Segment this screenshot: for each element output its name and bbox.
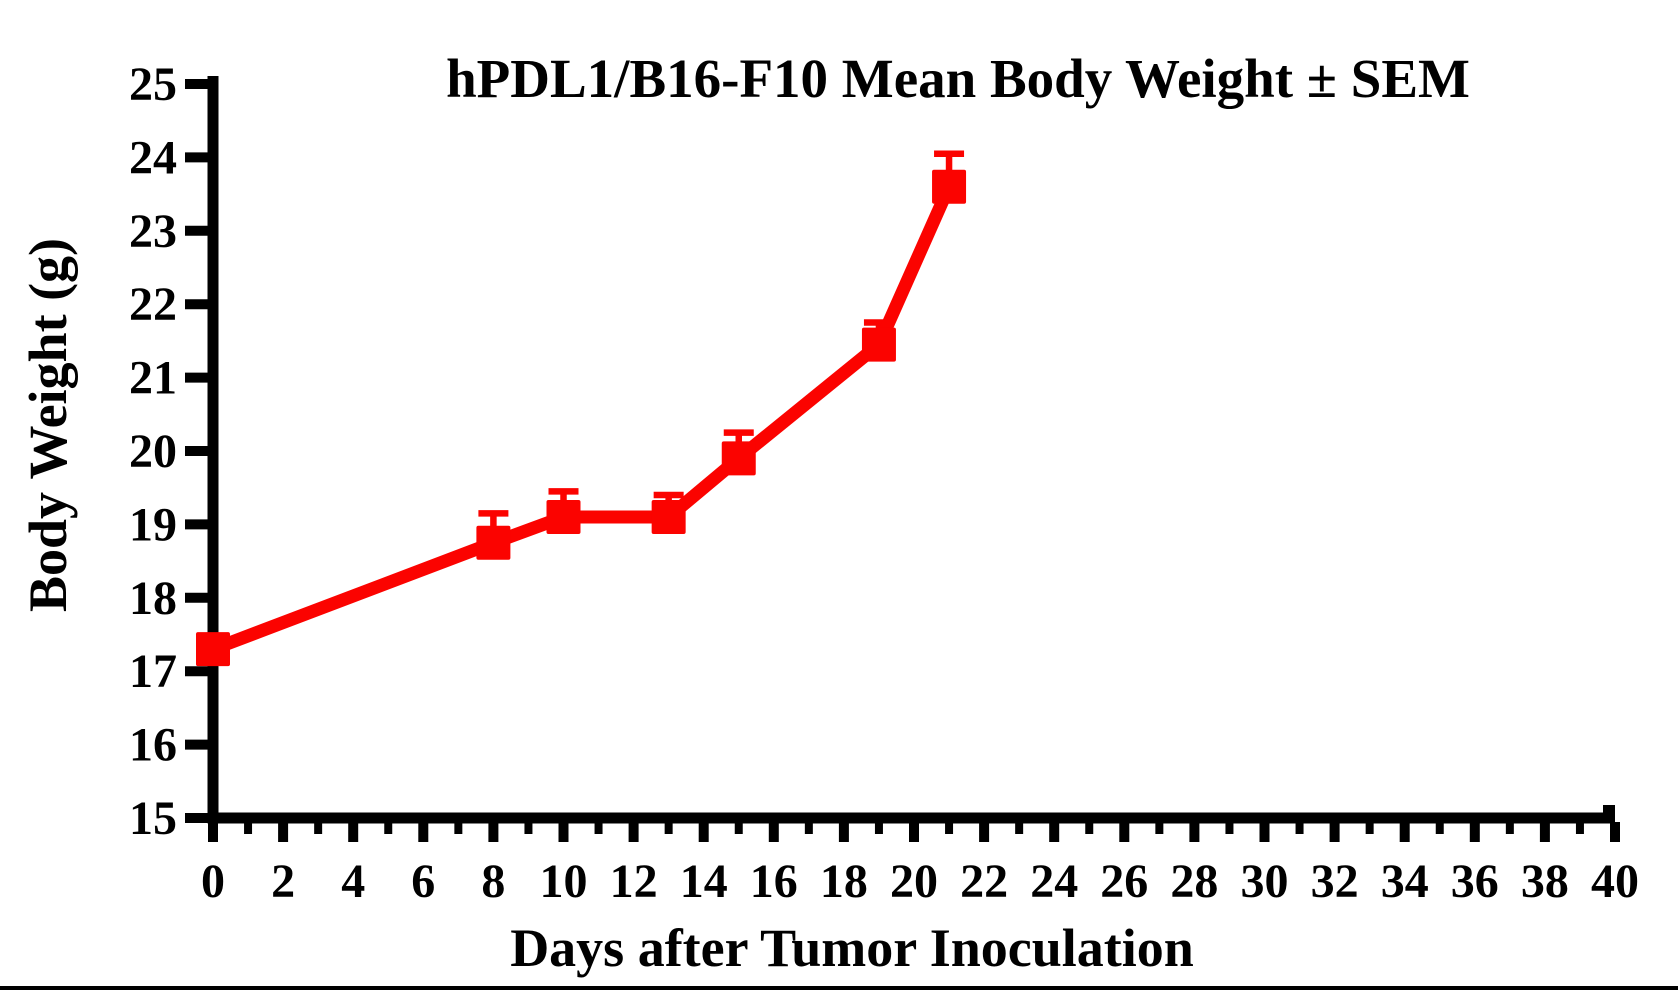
- data-point-marker: [861, 327, 896, 362]
- data-point-marker: [476, 525, 511, 560]
- x-axis-title: Days after Tumor Inoculation: [510, 918, 1194, 978]
- y-tick-label: 15: [129, 792, 177, 845]
- x-tick-label: 36: [1451, 855, 1499, 908]
- x-tick-label: 18: [820, 855, 868, 908]
- y-tick-label: 19: [129, 498, 177, 551]
- chart-title: hPDL1/B16-F10 Mean Body Weight ± SEM: [446, 48, 1470, 109]
- data-series-layer: [196, 150, 967, 667]
- data-point-marker: [721, 441, 756, 476]
- y-tick-label: 24: [129, 131, 177, 184]
- data-point-marker: [196, 632, 230, 667]
- x-tick-label: 20: [890, 855, 938, 908]
- data-line: [210, 184, 955, 656]
- x-tick-label: 40: [1591, 855, 1639, 908]
- x-tick-label: 26: [1100, 855, 1148, 908]
- y-tick-label: 16: [129, 719, 177, 772]
- x-tick-label: 4: [341, 855, 365, 908]
- x-tick-label: 14: [680, 855, 728, 908]
- x-tick-label: 24: [1030, 855, 1078, 908]
- y-tick-label: 25: [129, 58, 177, 111]
- x-tick-label: 30: [1241, 855, 1289, 908]
- y-tick-label: 22: [129, 278, 177, 331]
- y-tick-label: 21: [129, 352, 177, 405]
- y-axis-title: Body Weight (g): [18, 238, 78, 612]
- y-tick-label: 18: [129, 572, 177, 625]
- x-tick-label: 28: [1170, 855, 1218, 908]
- x-tick-label: 6: [411, 855, 435, 908]
- data-point-marker: [546, 500, 581, 535]
- x-tick-label: 12: [610, 855, 658, 908]
- x-tick-label: 10: [540, 855, 588, 908]
- x-tick-label: 0: [201, 855, 225, 908]
- x-tick-label: 22: [960, 855, 1008, 908]
- footer-rule: [0, 986, 1678, 990]
- x-tick-label: 38: [1521, 855, 1569, 908]
- x-tick-label: 16: [750, 855, 798, 908]
- x-tick-label: 8: [481, 855, 505, 908]
- x-tick-label: 2: [271, 855, 295, 908]
- y-tick-label: 17: [129, 645, 177, 698]
- x-tick-label: 32: [1311, 855, 1359, 908]
- data-point-marker: [932, 169, 967, 204]
- data-point-marker: [651, 500, 686, 535]
- y-tick-label: 23: [129, 205, 177, 258]
- y-tick-label: 20: [129, 425, 177, 478]
- x-tick-label: 34: [1381, 855, 1429, 908]
